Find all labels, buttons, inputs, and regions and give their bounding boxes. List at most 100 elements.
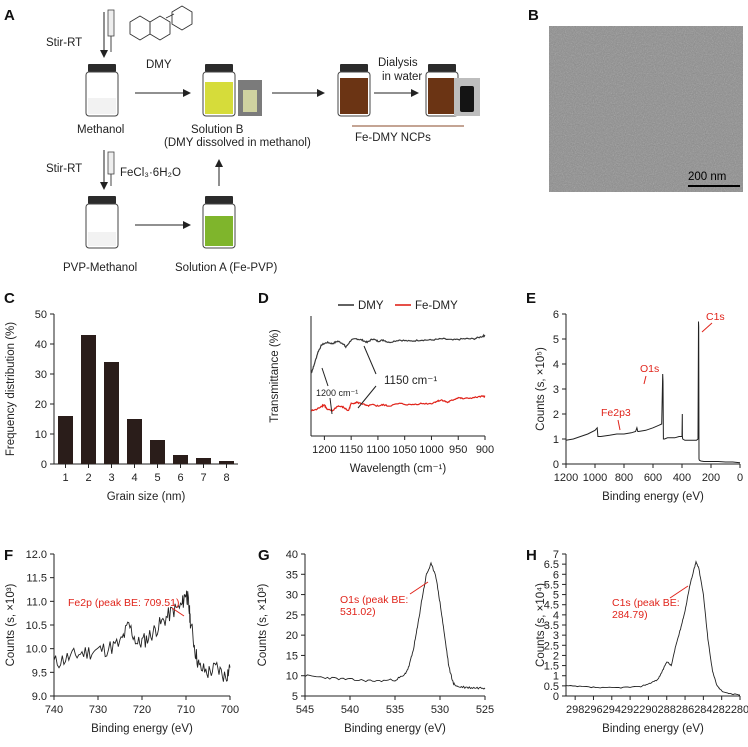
annotation-arrow-1200-up — [321, 367, 329, 387]
bar-8 — [219, 461, 234, 464]
x-tick-label: 200 — [702, 472, 720, 484]
y-tick-label: 11.0 — [26, 596, 47, 608]
x-tick-label: 950 — [449, 444, 467, 456]
x-tick-label: 400 — [673, 472, 691, 484]
bar-3 — [104, 362, 119, 464]
series-line — [304, 561, 486, 690]
vial-pvp-methanol — [85, 196, 119, 249]
annotation-fe2p3: Fe2p3 — [601, 407, 631, 419]
y-tick-label: 20 — [35, 399, 47, 411]
annotation-arrow-c1s — [669, 585, 689, 599]
y-tick-label: 20 — [286, 630, 298, 642]
y-tick-label: 4 — [553, 610, 559, 622]
pipette-icon — [107, 9, 115, 52]
vial-solution-a — [202, 196, 236, 249]
bar-7 — [196, 458, 211, 464]
panel-label-a: A — [4, 7, 15, 24]
y-tick-label: 2 — [553, 409, 559, 421]
y-axis-title: Counts (s, ×10⁵) — [535, 347, 547, 431]
y-tick-label: 40 — [286, 549, 298, 561]
y-tick-label: 3.5 — [544, 620, 559, 632]
legend-label-dmy: DMY — [358, 300, 384, 312]
y-tick-label: 50 — [35, 309, 47, 321]
x-tick-label: 545 — [296, 704, 314, 716]
y-tick-label: 5 — [553, 334, 559, 346]
x-tick-label: 292 — [621, 704, 639, 716]
x-tick-label: 700 — [221, 704, 239, 716]
annotation-1150: 1150 cm⁻¹ — [384, 375, 437, 387]
solution-b-label: Solution B — [191, 124, 244, 136]
y-axis-title: Transmittance (%) — [269, 329, 281, 423]
x-tick-label: 298 — [566, 704, 584, 716]
x-tick-label: 900 — [476, 444, 494, 456]
panel-label-d: D — [258, 290, 269, 307]
dialysis-label-1: Dialysis — [378, 57, 418, 69]
x-tick-label: 286 — [676, 704, 694, 716]
x-tick-label: 800 — [615, 472, 633, 484]
annotation-arrow-1200-down — [329, 397, 333, 415]
x-tick-label: 730 — [89, 704, 107, 716]
panel-label-e: E — [526, 290, 536, 307]
x-tick-label: 5 — [154, 472, 160, 484]
x-axis-title: Grain size (nm) — [107, 491, 186, 503]
y-tick-label: 7 — [553, 549, 559, 561]
x-tick-label: 1200 — [312, 444, 336, 456]
annotation-arrow-1150-up — [363, 345, 377, 375]
y-tick-label: 0.5 — [544, 681, 559, 693]
y-tick-label: 10 — [286, 671, 298, 683]
x-tick-label: 7 — [200, 472, 206, 484]
panel-label-f: F — [4, 547, 13, 564]
legend-label-fe-dmy: Fe-DMY — [415, 300, 458, 312]
y-tick-label: 35 — [286, 569, 298, 581]
x-tick-label: 4 — [131, 472, 137, 484]
y-tick-label: 1 — [553, 434, 559, 446]
chart-ftir: Wavelength (cm⁻¹)Transmittance (%)1200 11… — [269, 300, 494, 475]
chart-xps-fe2p: Binding energy (eV) Counts (s, ×10³) 740 73… — [5, 549, 239, 735]
vial-solution-b — [202, 64, 236, 117]
y-tick-label: 1 — [553, 671, 559, 683]
y-axis-title: Counts (s, ×10⁴) — [535, 583, 547, 667]
arrowhead-down-top — [100, 50, 108, 58]
y-tick-label: 11.5 — [26, 573, 47, 585]
y-tick-label: 2 — [553, 650, 559, 662]
x-tick-label: 740 — [45, 704, 63, 716]
x-tick-label: 530 — [431, 704, 449, 716]
x-tick-label: 294 — [603, 704, 621, 716]
annotation-o1s-2: 531.02) — [340, 606, 376, 618]
y-tick-label: 30 — [286, 590, 298, 602]
y-tick-label: 30 — [35, 369, 47, 381]
panel-label-b: B — [528, 7, 539, 24]
vial-fe-dmy-2 — [425, 64, 459, 117]
annotation-fe2p: Fe2p (peak BE: 709.51) — [68, 597, 180, 609]
annotation-arrow-fe2p — [171, 607, 185, 617]
bar-6 — [173, 455, 188, 464]
x-tick-label: 3 — [108, 472, 114, 484]
chart-grain-size: Grain size (nm) Frequency distribution (%… — [5, 309, 238, 503]
stir-rt-label-bottom: Stir-RT — [46, 163, 82, 175]
series-line — [565, 560, 741, 696]
annotation-arrow-c1s — [701, 322, 713, 333]
y-tick-label: 0 — [553, 691, 559, 703]
series-line-survey — [565, 321, 741, 464]
panel-label-c: C — [4, 290, 15, 307]
y-tick-label: 4.5 — [544, 600, 559, 612]
panel-label-g: G — [258, 547, 270, 564]
annotation-c1s-2: 284.79) — [612, 609, 648, 621]
y-tick-label: 5 — [292, 691, 298, 703]
annotation-1200: 1200 cm⁻¹ — [316, 388, 358, 398]
pvp-methanol-label: PVP-Methanol — [63, 262, 137, 274]
x-axis-title: Binding energy (eV) — [602, 491, 704, 503]
scale-bar-label: 200 nm — [688, 171, 726, 183]
chart-xps-c1s: Binding energy (eV)Counts (s, ×10⁴)298 29… — [535, 549, 748, 735]
x-tick-label: 1000 — [419, 444, 443, 456]
bar-4 — [127, 419, 142, 464]
dmy-label: DMY — [146, 59, 172, 71]
y-tick-label: 5.5 — [544, 579, 559, 591]
x-tick-label: 282 — [713, 704, 731, 716]
y-tick-label: 0 — [41, 459, 47, 471]
x-tick-label: 2 — [85, 472, 91, 484]
arrowhead-right-1 — [183, 89, 191, 97]
annotation-arrow-fe2p3 — [617, 419, 621, 431]
x-tick-label: 296 — [584, 704, 602, 716]
